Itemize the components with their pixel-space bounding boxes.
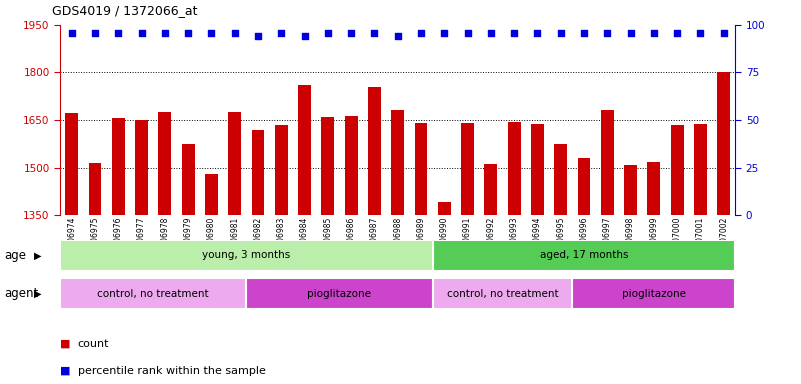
Point (717, 30, 730, 36)
Point (321, 30, 334, 36)
Bar (531, 124, 544, 215)
Point (228, 30, 241, 36)
Bar (275, 125, 288, 215)
Point (531, 30, 544, 36)
Point (694, 30, 706, 36)
Point (252, 33, 264, 40)
Bar (461, 123, 474, 215)
Bar (433, 240, 735, 271)
Text: age: age (4, 249, 26, 262)
Text: pioglitazone: pioglitazone (308, 289, 372, 299)
Point (624, 30, 637, 36)
Text: GDS4019 / 1372066_at: GDS4019 / 1372066_at (52, 4, 198, 17)
Bar (89, 164, 102, 215)
Bar (228, 112, 241, 215)
Text: young, 3 months: young, 3 months (202, 250, 291, 260)
Bar (298, 85, 311, 215)
Bar (717, 73, 730, 215)
Point (461, 30, 474, 36)
Point (647, 30, 660, 36)
Point (112, 30, 125, 36)
Bar (60, 278, 247, 309)
Point (485, 30, 497, 36)
Point (344, 30, 357, 36)
Point (670, 30, 683, 36)
Text: pioglitazone: pioglitazone (622, 289, 686, 299)
Bar (433, 278, 573, 309)
Text: ▶: ▶ (34, 250, 41, 260)
Bar (112, 118, 125, 215)
Bar (694, 124, 706, 215)
Point (298, 33, 311, 40)
Bar (344, 116, 357, 215)
Bar (554, 144, 567, 215)
Bar (135, 120, 148, 215)
Point (205, 30, 218, 36)
Bar (247, 278, 433, 309)
Point (135, 30, 148, 36)
Text: ■: ■ (60, 366, 70, 376)
Bar (321, 117, 334, 215)
Bar (601, 111, 614, 215)
Point (415, 30, 428, 36)
Text: count: count (78, 339, 109, 349)
Point (508, 30, 521, 36)
Bar (392, 111, 404, 215)
Point (182, 30, 195, 36)
Bar (415, 123, 428, 215)
Bar (252, 129, 264, 215)
Point (89, 30, 102, 36)
Text: control, no treatment: control, no treatment (447, 289, 558, 299)
Bar (205, 174, 218, 215)
Bar (647, 162, 660, 215)
Bar (438, 202, 451, 215)
Point (66, 30, 78, 36)
Bar (578, 158, 590, 215)
Point (554, 30, 567, 36)
Text: ▶: ▶ (34, 289, 41, 299)
Text: agent: agent (4, 287, 38, 300)
Bar (368, 87, 380, 215)
Bar (508, 122, 521, 215)
Bar (624, 165, 637, 215)
Bar (573, 278, 735, 309)
Text: aged, 17 months: aged, 17 months (540, 250, 628, 260)
Bar (670, 125, 683, 215)
Point (275, 30, 288, 36)
Bar (182, 144, 195, 215)
Bar (60, 240, 433, 271)
Point (368, 30, 380, 36)
Bar (485, 164, 497, 215)
Bar (159, 112, 171, 215)
Point (159, 30, 171, 36)
Point (438, 30, 451, 36)
Text: percentile rank within the sample: percentile rank within the sample (78, 366, 266, 376)
Point (391, 33, 404, 40)
Text: ■: ■ (60, 339, 70, 349)
Bar (66, 113, 78, 215)
Point (578, 30, 590, 36)
Point (601, 30, 614, 36)
Text: control, no treatment: control, no treatment (98, 289, 209, 299)
